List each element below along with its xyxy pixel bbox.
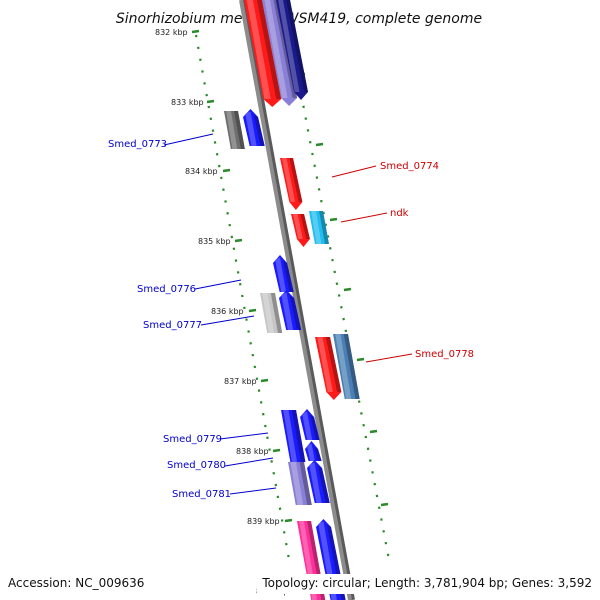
gene-smed-0773-highlight [245,111,257,146]
gene-gray-0773-shade [234,111,245,149]
gene-lightgray-0777-shade [270,293,283,333]
leader-smed-0774 [331,165,377,178]
gene-smed-0779-highlight [283,410,298,462]
gene-lightgray-0777-highlight [262,293,275,333]
tick-dots-left [194,34,290,558]
major-tick [356,357,365,362]
gene-label-ndk[interactable]: ndk [390,208,409,219]
gene-label-smed-0777[interactable]: Smed_0777 [143,320,202,331]
gene-red-0778-shade [325,337,342,392]
footer-backdrop [257,574,594,594]
leader-ndk [340,212,388,223]
gene-smed-0777-highlight [281,292,294,330]
scale-label: 835 kbp [198,237,231,246]
scale-label: 832 kbp [155,28,188,37]
scale-label: 838 kbp [236,447,269,456]
gene-label-smed-0776[interactable]: Smed_0776 [137,284,196,295]
topology-text: Topology: circular; Length: 3,781,904 bp… [261,576,592,590]
gene-blue-0779b-shade [310,414,320,440]
major-tick [315,142,324,147]
gene-smed-0774-highlight [281,158,296,202]
gene-smed-0778-highlight [335,334,352,399]
gene-ndk-highlight [311,211,322,244]
gene-smed-0774-shade [289,158,303,202]
gene-label-smed-0779[interactable]: Smed_0779 [163,434,222,445]
major-tick [234,238,243,243]
gene-label-smed-0780[interactable]: Smed_0780 [167,460,226,471]
gene-smed-0778-shade [343,334,360,399]
scale-label: 837 kbp [224,377,257,386]
major-tick [380,502,389,507]
major-tick [191,29,200,34]
gene-smed-0779-shade [291,410,306,462]
accession-text: Accession: NC_009636 [8,576,144,590]
gene-ndk-red-shade [300,214,310,239]
gene-label-smed-0778[interactable]: Smed_0778 [415,349,474,360]
major-tick [329,217,338,222]
gene-red-top-highlight [246,0,271,99]
gene-smed-0776-highlight [275,257,287,292]
leader-smed-0781 [229,487,277,495]
major-tick [343,287,352,292]
gene-label-smed-0781[interactable]: Smed_0781 [172,489,231,500]
major-tick [369,429,378,434]
leader-smed-0778 [365,353,413,363]
leader-smed-0776 [194,279,242,290]
gene-label-smed-0773[interactable]: Smed_0773 [108,139,167,150]
scale-label: 834 kbp [185,167,218,176]
gene-smed-0773-shade [253,114,265,146]
gene-gray-0773-highlight [226,111,238,149]
scale-label: 839 kbp [247,517,280,526]
leader-smed-0779 [219,432,269,440]
gene-ndk-shade [319,211,329,244]
gene-ndk-red-highlight [292,214,303,239]
major-tick [284,518,293,523]
gene-features [224,0,360,600]
gene-smed-0777-shade [289,295,302,330]
gene-navy-top-shade [286,0,308,92]
gene-lavender-top-highlight [264,0,288,98]
gene-navy-top-highlight [278,0,300,92]
map-title: Sinorhizobium medicae WSM419, complete g… [116,11,482,27]
gene-label-smed-0774[interactable]: Smed_0774 [380,161,439,172]
scale-label: 833 kbp [171,98,204,107]
gene-lavender-0781-highlight [290,462,304,505]
major-tick [260,378,269,383]
gene-smed-0780-highlight [306,443,315,461]
gene-blue-0779b-highlight [302,411,313,440]
gene-red-0778-highlight [317,337,333,392]
gene-smed-0776-shade [283,260,294,292]
gene-red-top-shade [256,0,282,99]
leader-smed-0780 [224,457,274,467]
gene-smed-0781-highlight [309,462,322,503]
gene-smed-0780-shade [314,446,322,461]
leader-smed-0773 [163,133,214,146]
genome-backbone [239,0,352,600]
gene-smed-0781-shade [317,465,330,503]
scale-label: 836 kbp [211,307,244,316]
label-leaders [163,133,413,495]
major-tick [206,99,215,104]
major-tick [248,308,257,313]
major-tick [272,448,281,453]
leader-smed-0777 [200,315,255,326]
major-tick [222,168,231,173]
gene-lavender-0781-shade [299,462,312,505]
